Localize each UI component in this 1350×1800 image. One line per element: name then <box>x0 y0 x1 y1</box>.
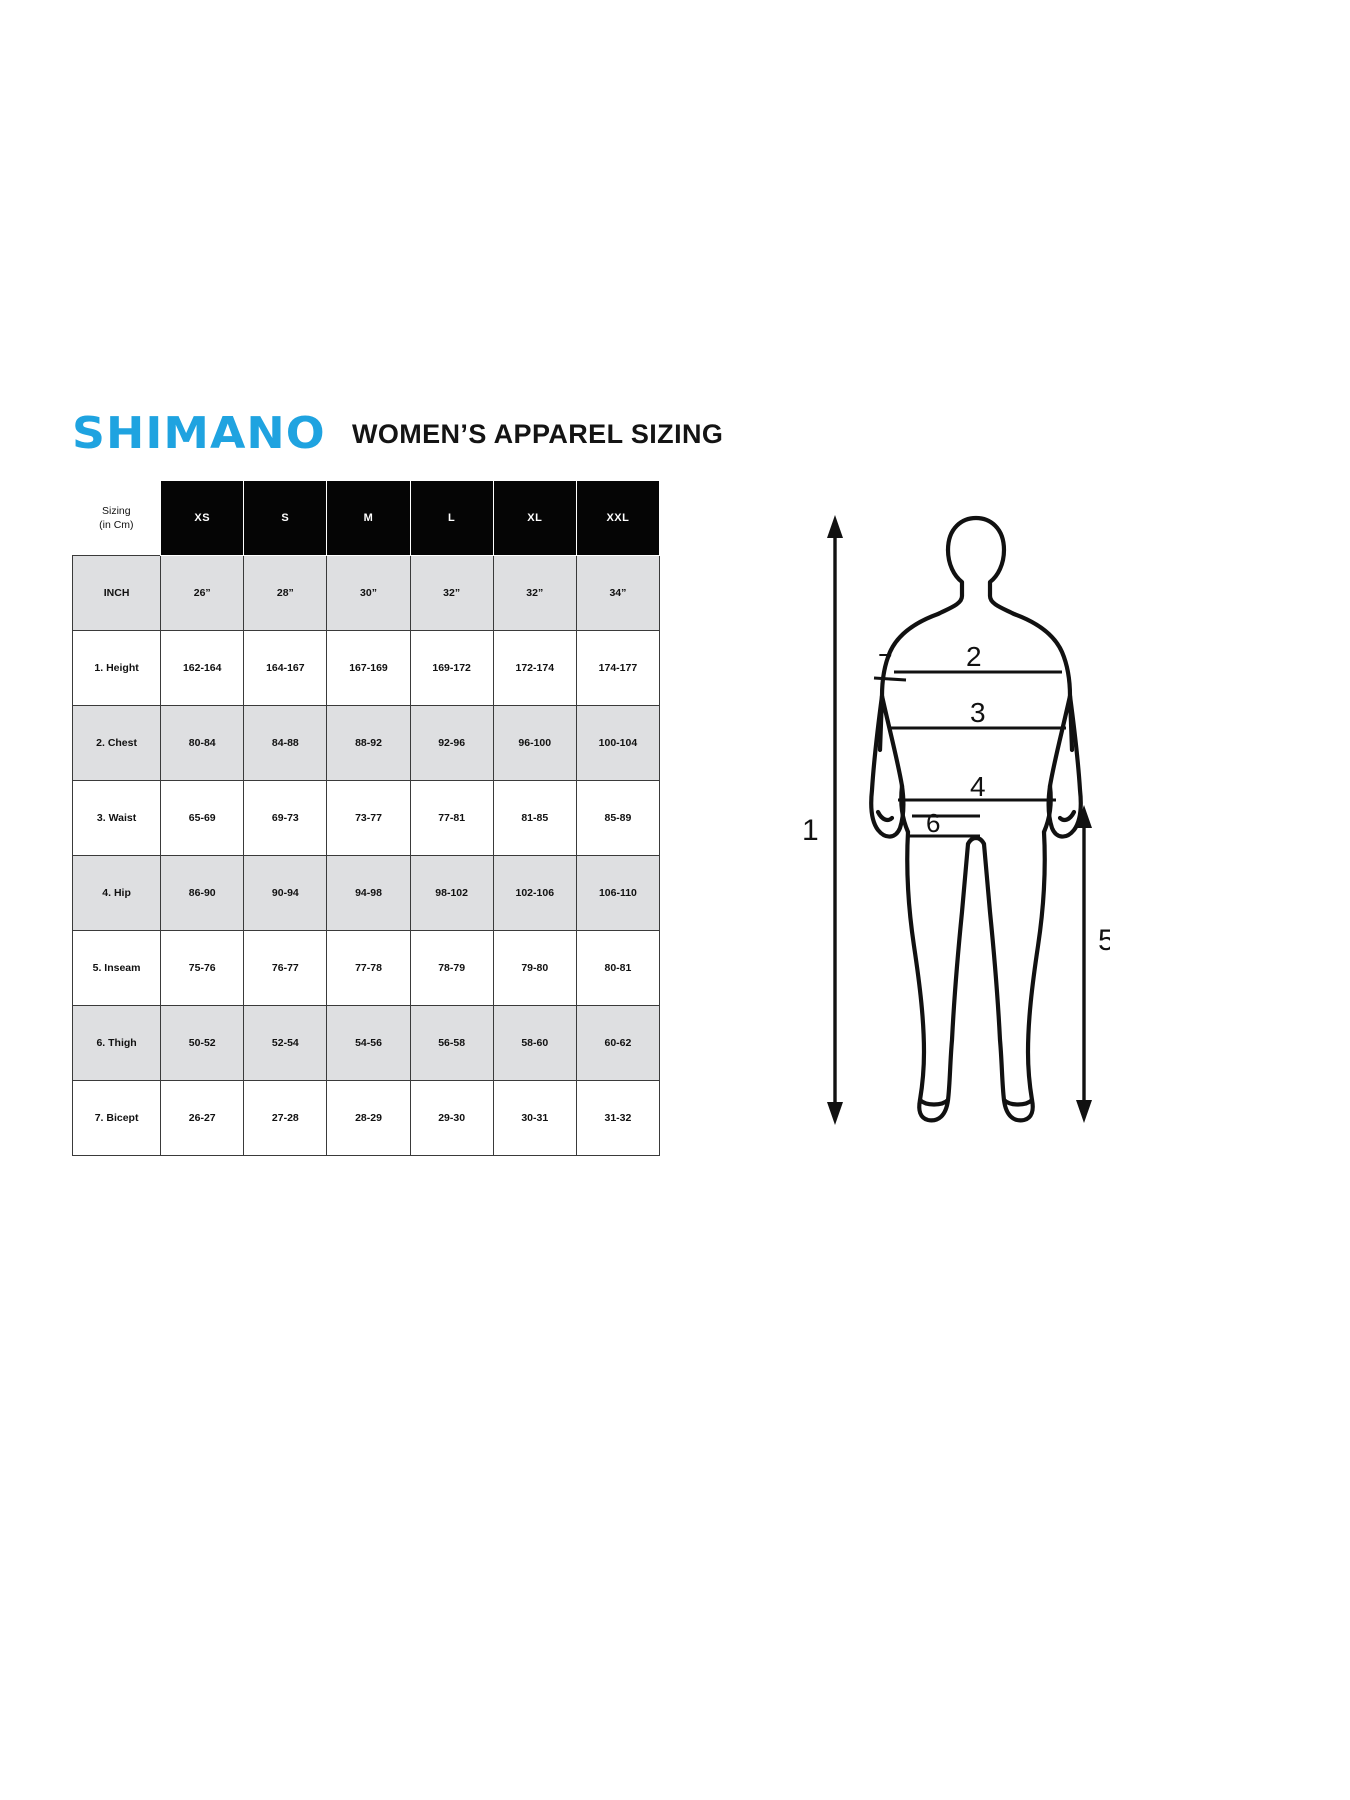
row-label-height: 1. Height <box>71 630 162 706</box>
cell-height-l: 169-172 <box>409 630 494 706</box>
cell-thigh-xs: 50-52 <box>160 1005 245 1081</box>
cell-height-m: 167-169 <box>326 630 411 706</box>
cell-height-xxl: 174-177 <box>575 630 661 706</box>
page-header: SHIMANO WOMEN’S APPAREL SIZING <box>72 404 832 464</box>
cell-thigh-l: 56-58 <box>409 1005 494 1081</box>
cell-hip-xs: 86-90 <box>160 855 245 931</box>
table-row: 5. Inseam 75-76 76-77 77-78 78-79 79-80 … <box>71 930 661 1006</box>
row-label-waist: 3. Waist <box>71 780 162 856</box>
cell-chest-xs: 80-84 <box>160 705 245 781</box>
page-title: WOMEN’S APPAREL SIZING <box>351 418 724 449</box>
cell-hip-m: 94-98 <box>326 855 411 931</box>
bicept-line <box>873 676 907 682</box>
shimano-logo: SHIMANO <box>72 408 326 459</box>
table-row: INCH 26” 28” 30” 32” 32” 34” <box>71 555 661 631</box>
table-row: 2. Chest 80-84 84-88 88-92 92-96 96-100 … <box>71 705 661 781</box>
cell-inseam-xl: 79-80 <box>492 930 577 1006</box>
cell-inch-l: 32” <box>409 555 494 631</box>
corner-label-line1: Sizing <box>102 504 131 517</box>
sizing-table: Sizing (in Cm) XS S M L XL XXL INCH 26” … <box>71 480 661 1156</box>
cell-hip-xl: 102-106 <box>492 855 577 931</box>
column-header-xl: XL <box>492 480 577 556</box>
cell-waist-xxl: 85-89 <box>575 780 661 856</box>
cell-bicept-s: 27-28 <box>243 1080 328 1156</box>
cell-inch-xl: 32” <box>492 555 577 631</box>
row-label-hip: 4. Hip <box>71 855 162 931</box>
cell-height-xl: 172-174 <box>492 630 577 706</box>
table-corner-label: Sizing (in Cm) <box>72 480 161 556</box>
cell-thigh-xxl: 60-62 <box>575 1005 661 1081</box>
row-label-inch: INCH <box>71 555 162 631</box>
cell-thigh-xl: 58-60 <box>492 1005 577 1081</box>
cell-hip-xxl: 106-110 <box>575 855 661 931</box>
cell-bicept-m: 28-29 <box>326 1080 411 1156</box>
cell-bicept-xs: 26-27 <box>160 1080 245 1156</box>
cell-chest-xxl: 100-104 <box>575 705 661 781</box>
row-label-thigh: 6. Thigh <box>71 1005 162 1081</box>
row-label-inseam: 5. Inseam <box>71 930 162 1006</box>
marker-chest: 2 <box>966 641 982 672</box>
cell-thigh-m: 54-56 <box>326 1005 411 1081</box>
marker-hip: 4 <box>970 771 986 802</box>
cell-chest-xl: 96-100 <box>492 705 577 781</box>
table-row: 7. Bicept 26-27 27-28 28-29 29-30 30-31 … <box>71 1080 661 1156</box>
column-header-l: L <box>409 480 494 556</box>
measurement-figure: 1 2 3 4 5 6 7 <box>790 500 1110 1140</box>
cell-inch-xxl: 34” <box>575 555 661 631</box>
cell-chest-s: 84-88 <box>243 705 328 781</box>
cell-height-s: 164-167 <box>243 630 328 706</box>
cell-waist-m: 73-77 <box>326 780 411 856</box>
cell-waist-xl: 81-85 <box>492 780 577 856</box>
table-row: 4. Hip 86-90 90-94 94-98 98-102 102-106 … <box>71 855 661 931</box>
column-header-xs: XS <box>160 480 245 556</box>
cell-waist-xs: 65-69 <box>160 780 245 856</box>
cell-thigh-s: 52-54 <box>243 1005 328 1081</box>
cell-inseam-s: 76-77 <box>243 930 328 1006</box>
marker-thigh: 6 <box>926 808 940 838</box>
cell-inch-s: 28” <box>243 555 328 631</box>
table-header-row: Sizing (in Cm) XS S M L XL XXL <box>72 480 661 556</box>
column-header-s: S <box>243 480 328 556</box>
cell-inseam-m: 77-78 <box>326 930 411 1006</box>
row-label-chest: 2. Chest <box>71 705 162 781</box>
column-header-m: M <box>326 480 411 556</box>
cell-bicept-xl: 30-31 <box>492 1080 577 1156</box>
cell-hip-s: 90-94 <box>243 855 328 931</box>
marker-height: 1 <box>802 814 819 847</box>
measurement-lines <box>873 670 1066 838</box>
table-row: 1. Height 162-164 164-167 167-169 169-17… <box>71 630 661 706</box>
cell-chest-m: 88-92 <box>326 705 411 781</box>
cell-inseam-xxl: 80-81 <box>575 930 661 1006</box>
body-silhouette <box>869 515 1083 1123</box>
table-row: 3. Waist 65-69 69-73 73-77 77-81 81-85 8… <box>71 780 661 856</box>
marker-inseam: 5 <box>1098 924 1110 957</box>
inseam-arrow <box>1076 805 1092 1123</box>
cell-waist-l: 77-81 <box>409 780 494 856</box>
corner-label-line2: (in Cm) <box>99 518 134 531</box>
row-label-bicept: 7. Bicept <box>71 1080 162 1156</box>
cell-inseam-l: 78-79 <box>409 930 494 1006</box>
marker-bicept: 7 <box>878 648 892 678</box>
column-header-xxl: XXL <box>575 480 661 556</box>
height-arrow <box>827 515 843 1125</box>
table-row: 6. Thigh 50-52 52-54 54-56 56-58 58-60 6… <box>71 1005 661 1081</box>
cell-chest-l: 92-96 <box>409 705 494 781</box>
cell-inch-xs: 26” <box>160 555 245 631</box>
cell-inch-m: 30” <box>326 555 411 631</box>
cell-height-xs: 162-164 <box>160 630 245 706</box>
cell-bicept-l: 29-30 <box>409 1080 494 1156</box>
cell-bicept-xxl: 31-32 <box>575 1080 661 1156</box>
cell-waist-s: 69-73 <box>243 780 328 856</box>
cell-hip-l: 98-102 <box>409 855 494 931</box>
marker-waist: 3 <box>970 697 986 728</box>
cell-inseam-xs: 75-76 <box>160 930 245 1006</box>
